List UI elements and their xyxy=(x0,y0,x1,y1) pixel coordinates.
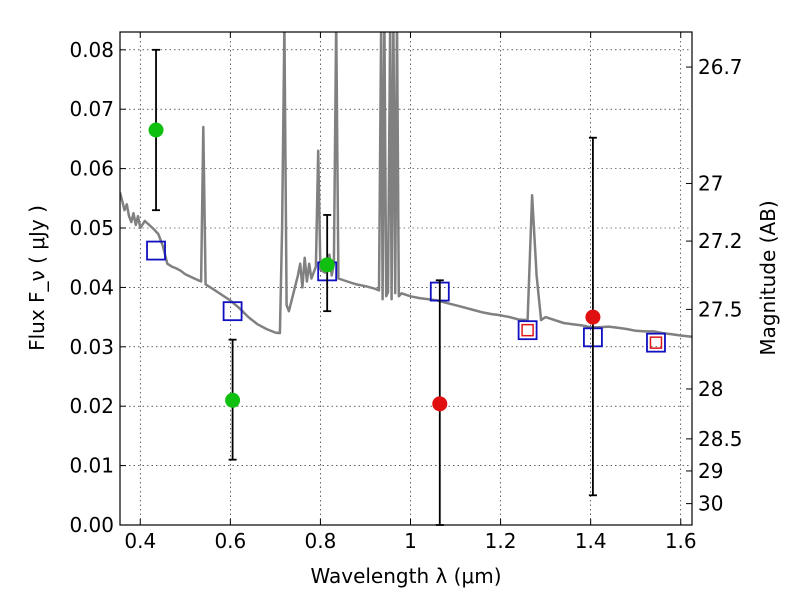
x-tick-label: 1.2 xyxy=(485,529,517,553)
y2-tick-label: 27.5 xyxy=(698,297,743,321)
observed-flux-point xyxy=(585,309,601,325)
y-tick-label: 0.00 xyxy=(69,513,114,537)
x-tick-label: 0.4 xyxy=(124,529,156,553)
y2-axis-title: Magnitude (AB) xyxy=(756,200,780,355)
y2-tick-label: 30 xyxy=(698,492,723,516)
model-photometry-marker xyxy=(517,320,538,341)
observed-flux-point xyxy=(319,257,335,273)
y2-tick-label: 27 xyxy=(698,171,723,195)
model-photometry-marker xyxy=(646,332,666,353)
y2-tick-label: 28.5 xyxy=(698,427,743,451)
y-tick-label: 0.03 xyxy=(69,335,114,359)
y-tick-label: 0.05 xyxy=(69,216,114,240)
x-tick-label: 1.6 xyxy=(665,529,697,553)
y-tick-label: 0.08 xyxy=(69,38,114,62)
y-tick-label: 0.04 xyxy=(69,275,114,299)
upper-limit-marker xyxy=(649,336,663,349)
observed-flux-point xyxy=(225,392,241,408)
data-layer xyxy=(120,32,692,338)
marker-layer xyxy=(146,48,666,526)
plot-area xyxy=(120,32,692,338)
x-tick-label: 0.8 xyxy=(305,529,337,553)
observed-flux-point xyxy=(432,396,448,412)
y-tick-label: 0.02 xyxy=(69,394,114,418)
y-tick-label: 0.01 xyxy=(69,454,114,478)
y-tick-label: 0.07 xyxy=(69,97,114,121)
observed-flux-point xyxy=(148,122,164,138)
y2-tick-label: 29 xyxy=(698,459,723,483)
y-tick-label: 0.06 xyxy=(69,157,114,181)
y2-tick-label: 27.2 xyxy=(698,229,743,253)
y2-tick-label: 28 xyxy=(698,377,723,401)
plot-frame xyxy=(119,31,693,526)
ticks: 0.4 0.6 0.8 1 1.2 1.4 1.6 0.00 0.01 0.02 0.03 0.04 0… xyxy=(69,32,743,553)
model-photometry-marker xyxy=(222,301,243,322)
upper-limit-marker xyxy=(521,323,534,337)
x-tick-label: 1 xyxy=(404,529,417,553)
x-tick-label: 0.6 xyxy=(214,529,246,553)
model-photometry-marker xyxy=(146,240,166,261)
x-tick-label: 1.4 xyxy=(575,529,607,553)
model-sed-line xyxy=(120,32,692,338)
grid xyxy=(120,32,692,526)
x-axis-title: Wavelength λ (μm) xyxy=(310,564,501,588)
y-axis-title: Flux F_ν ( μJy ) xyxy=(25,205,49,351)
y2-tick-label: 26.7 xyxy=(698,55,743,79)
